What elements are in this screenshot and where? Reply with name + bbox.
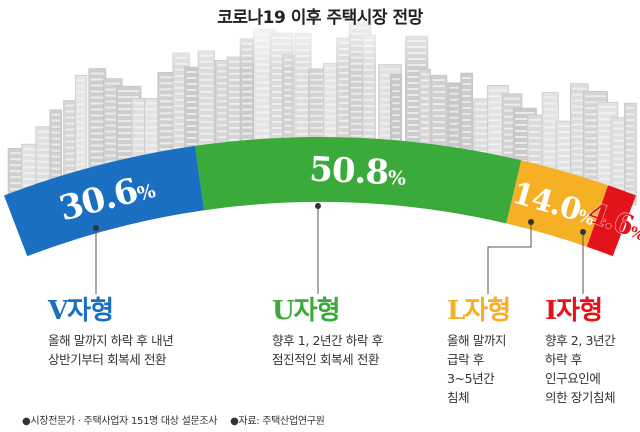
- arc-segment-1: [195, 137, 522, 224]
- leader-dot-1: [315, 203, 321, 209]
- category-desc-u: 향후 1, 2년간 하락 후 점진적인 회복세 전환: [272, 333, 383, 367]
- leader-1: [315, 203, 321, 294]
- leader-0: [93, 225, 99, 294]
- category-label-i: I자형: [545, 296, 603, 326]
- leader-3: [580, 229, 586, 294]
- leader-dot-2: [528, 219, 534, 225]
- category-desc-l: 올해 말까지 급락 후 3~5년간 침체: [447, 333, 507, 405]
- category-desc-v: 올해 말까지 하락 후 내년 상반기부터 회복세 전환: [48, 333, 174, 367]
- category-desc-i: 향후 2, 3년간 하락 후 인구요인에 의한 장기침체: [545, 333, 616, 405]
- arc-band: [4, 137, 636, 257]
- arc-segment-2: [506, 160, 609, 247]
- leader-2: [487, 219, 534, 294]
- footer-survey: ●시장전문가 · 주택사업자 151명 대상 설문조사: [22, 416, 218, 427]
- chart-title: 코로나19 이후 주택시장 전망: [217, 8, 423, 28]
- category-label-v: V자형: [48, 296, 114, 326]
- city-skyline-illustration: [0, 0, 640, 206]
- leader-dot-0: [93, 225, 99, 231]
- leader-lines: [93, 203, 586, 294]
- category-label-l: L자형: [447, 296, 511, 326]
- leader-dot-3: [580, 229, 586, 235]
- footer: ●시장전문가 · 주택사업자 151명 대상 설문조사 ●자료: 주택산업연구원: [22, 412, 335, 427]
- footer-source: ●자료: 주택산업연구원: [230, 416, 325, 427]
- arc-segment-0: [4, 145, 205, 257]
- category-label-u: U자형: [272, 296, 341, 326]
- value-label-1: 50.8%: [308, 150, 406, 194]
- arc-segment-3: [586, 185, 636, 257]
